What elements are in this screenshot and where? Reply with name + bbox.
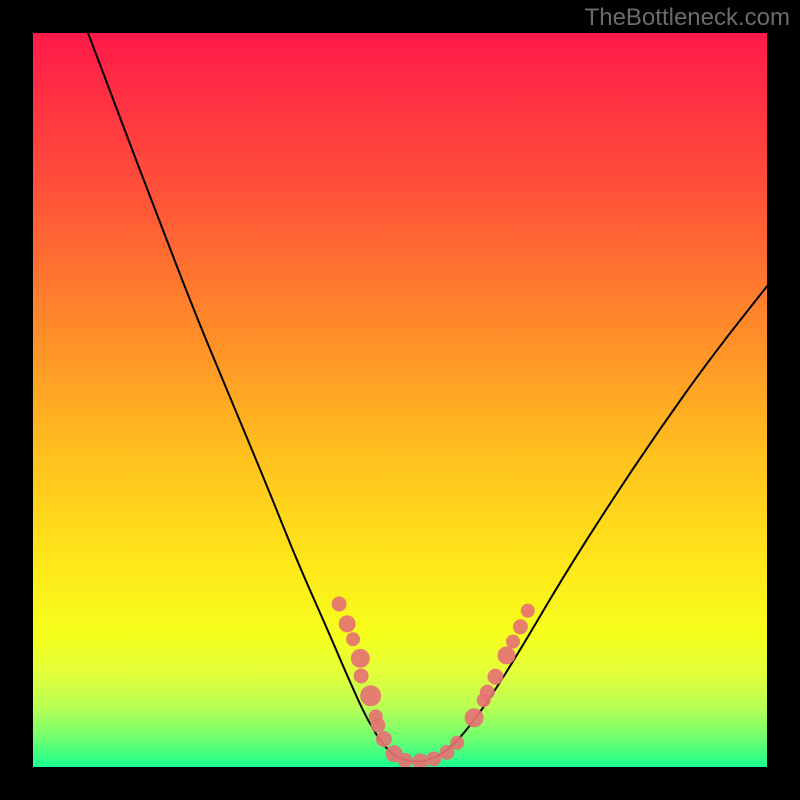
data-marker (513, 619, 528, 634)
watermark-text: TheBottleneck.com (585, 4, 790, 32)
data-marker (370, 718, 385, 733)
data-marker (351, 649, 370, 668)
chart-container: TheBottleneck.com (0, 0, 800, 800)
data-marker (376, 731, 392, 747)
data-marker (487, 669, 503, 685)
gradient-background (33, 33, 767, 767)
data-marker (332, 597, 347, 612)
plot-area (33, 33, 767, 767)
data-marker (506, 634, 520, 648)
data-marker (497, 646, 515, 664)
data-marker (346, 632, 360, 646)
data-marker (450, 736, 464, 750)
data-marker (339, 615, 356, 632)
data-marker (360, 685, 381, 706)
data-marker (426, 751, 441, 766)
data-marker (480, 685, 495, 700)
data-marker (521, 604, 535, 618)
data-marker (354, 668, 369, 683)
data-marker (465, 708, 484, 727)
